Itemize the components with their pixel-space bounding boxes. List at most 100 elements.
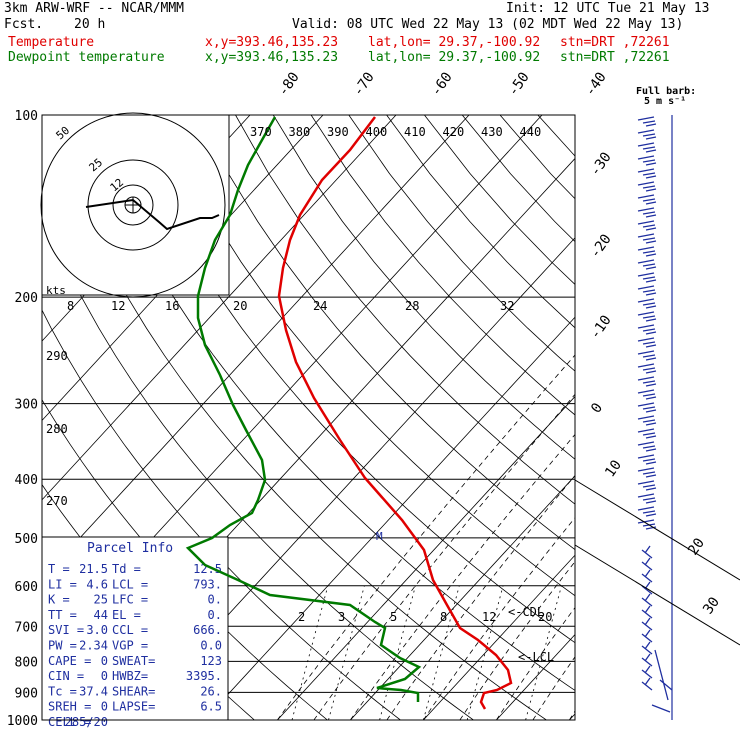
wind-barb — [641, 629, 653, 643]
lcl-label: <-LCL — [518, 650, 554, 664]
parcel-value: LFC = — [112, 593, 148, 607]
temperature-axis-label: 0 — [588, 400, 606, 416]
parcel-value: CCL = — [112, 623, 148, 637]
wind-barb — [641, 677, 653, 691]
wind-barb — [641, 605, 653, 619]
mixing-ratio-label: 8 — [440, 610, 447, 624]
temperature-axis-label: -10 — [587, 312, 615, 342]
dry-adiabat — [348, 115, 575, 372]
wind-barb — [637, 402, 657, 413]
parcel-value: 3.0 — [86, 623, 108, 637]
dry-adiabat — [83, 115, 575, 691]
plot-frame — [41, 114, 576, 721]
theta-label: 430 — [481, 125, 503, 139]
hodograph-speed-label: 12 — [111, 299, 125, 313]
dewpoint-curve — [185, 116, 422, 702]
dewpoint-legend: Dewpoint temperature — [8, 50, 165, 65]
temperature-axis-label: -80 — [275, 69, 303, 99]
parcel-value: Td = — [112, 562, 141, 576]
wind-barb — [637, 337, 657, 348]
moist-adiabat — [532, 656, 575, 720]
dry-adiabat — [272, 115, 575, 460]
temperature-latlon: lat,lon= 29.37,-100.92 — [368, 35, 541, 50]
wind-barb — [641, 581, 653, 595]
parcel-value: 123 — [200, 654, 222, 668]
mixing-ratio-label: 2 — [298, 610, 305, 624]
parcel-title: Parcel Info — [87, 541, 173, 556]
hodograph-ring — [87, 159, 179, 251]
dewpoint-xy: x,y=393.46,135.23 — [205, 50, 339, 65]
parcel-info-box: Parcel Info T = 21.5 Td = 12.5 LI = 4.6 LCL = 79… — [41, 536, 229, 729]
dry-adiabat — [424, 115, 575, 286]
wind-barb — [637, 350, 657, 361]
parcel-value: 0 — [101, 654, 108, 668]
wind-barb — [637, 311, 657, 322]
isotherm-line — [423, 554, 575, 720]
pressure-label: 600 — [15, 580, 38, 595]
moist-adiabat — [350, 433, 575, 720]
parcel-value: 0 — [101, 669, 108, 683]
pressure-label: 100 — [15, 109, 38, 124]
temperature-axis-label: 10 — [602, 457, 625, 480]
wind-barb — [641, 617, 653, 631]
cdl-label: <-CDL — [508, 605, 544, 619]
wind-barb — [637, 415, 657, 426]
parcel-value: VGP = — [112, 639, 148, 653]
hodograph-speed-label: 16 — [165, 299, 179, 313]
model-title: 3km ARW-WRF -- NCAR/MMM — [4, 1, 185, 16]
parcel-value: SREH = — [48, 700, 91, 714]
m-marker: M — [376, 530, 383, 543]
parcel-value: TT = — [48, 608, 77, 622]
wind-barb — [641, 569, 653, 583]
wind-barb — [641, 653, 653, 667]
frame-diagonal — [574, 544, 740, 646]
parcel-value: HWBZ= — [112, 669, 148, 683]
hodograph-speed-label: 24 — [313, 299, 327, 313]
wind-barb — [637, 129, 657, 140]
theta-label: 370 — [250, 125, 272, 139]
dry-adiabat — [197, 115, 575, 551]
parcel-value: CIN = — [48, 669, 84, 683]
wind-barb — [641, 641, 653, 655]
parcel-value: 4.6 — [86, 577, 108, 591]
barb-unit: 5 m s⁻¹ — [644, 96, 686, 107]
dry-adiabat — [613, 115, 740, 720]
pressure-label: 500 — [15, 532, 38, 547]
hodograph-speed-label: 28 — [405, 299, 419, 313]
moist-adiabat — [423, 517, 575, 720]
parcel-value: CELL = — [48, 715, 91, 729]
parcel-value: 25 — [94, 593, 108, 607]
wind-barb — [637, 194, 657, 205]
mixing-ratio-label: 3 — [338, 610, 345, 624]
parcel-value: 12.5 — [193, 562, 222, 576]
pressure-label: 900 — [15, 686, 38, 701]
wind-barb — [637, 480, 657, 491]
dry-adiabat — [386, 115, 575, 329]
parcel-value: K = — [48, 593, 70, 607]
parcel-value: LI = — [48, 577, 77, 591]
wind-barb — [637, 207, 657, 218]
parcel-value: 2.34 — [79, 639, 108, 653]
pressure-label: 700 — [15, 620, 38, 635]
dry-adiabat — [310, 115, 575, 416]
adiabat-label: 290 — [46, 349, 68, 363]
temperature-curve — [277, 116, 513, 710]
mixing-ratio-line — [466, 585, 504, 720]
wind-barb — [637, 493, 657, 504]
hodograph-speed-label: 8 — [67, 299, 74, 313]
moist-adiabat — [496, 606, 575, 720]
wind-barb — [637, 454, 657, 465]
parcel-value: CAPE = — [48, 654, 91, 668]
temperature-legend: Temperature — [8, 35, 95, 50]
pressure-label: 1000 — [7, 714, 38, 729]
isotherm-line — [42, 115, 470, 580]
temperature-axis-label: 30 — [700, 594, 723, 617]
parcel-value: 285/20 — [65, 715, 108, 729]
wind-barb — [651, 649, 673, 713]
hodograph-ring — [40, 112, 226, 298]
wind-barb — [637, 233, 657, 244]
mixing-ratio-label: 12 — [482, 610, 496, 624]
parcel-value: SHEAR= — [112, 684, 155, 698]
